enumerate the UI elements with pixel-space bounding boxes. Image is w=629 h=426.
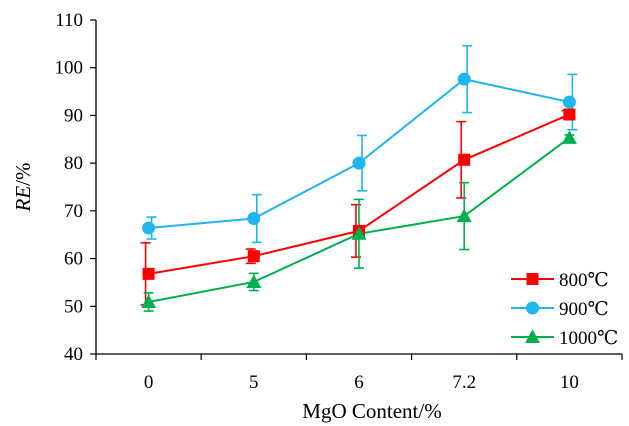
series-0-point (142, 267, 155, 280)
axes: 40 50 60 70 80 90 100 110 0 5 6 7.2 10 (55, 10, 623, 393)
x-axis-label: MgO Content/% (302, 399, 441, 423)
legend-label: 800℃ (559, 270, 609, 291)
y-axis-label-var: RE (11, 186, 35, 213)
series-markers (141, 72, 577, 308)
y-tick-label: 60 (64, 249, 83, 270)
series-1-point (457, 72, 471, 86)
y-tick-label: 80 (64, 153, 83, 174)
x-tick-label: 10 (560, 372, 579, 393)
legend-marker (526, 301, 539, 315)
series-1-point (247, 211, 261, 225)
legend: 800℃ 900℃ 1000℃ (511, 270, 618, 349)
series-0-point (563, 108, 576, 121)
x-tick-label: 6 (354, 372, 364, 393)
legend-label: 1000℃ (559, 328, 618, 349)
series-2-point (456, 208, 472, 223)
y-tick-label: 40 (64, 344, 83, 365)
y-tick-label: 100 (55, 58, 84, 79)
series-2-point (246, 274, 262, 288)
error-bars (140, 44, 578, 312)
series-1-point (562, 95, 576, 109)
y-axis-label-unit: /% (11, 163, 35, 186)
y-tick-label: 50 (64, 296, 83, 317)
x-tick-label: 5 (249, 372, 259, 393)
series-2-point (351, 226, 367, 240)
series-2-point (141, 294, 157, 308)
legend-marker (525, 329, 540, 343)
legend-marker (526, 273, 539, 285)
y-axis-label: RE/% (11, 163, 35, 213)
y-tick-label: 90 (64, 105, 83, 126)
series-0-point (247, 250, 260, 263)
x-tick-label: 7.2 (452, 372, 476, 393)
series-1-point (352, 156, 366, 170)
legend-label: 900℃ (559, 299, 609, 320)
x-tick-label: 0 (144, 372, 154, 393)
series-0-point (458, 153, 471, 166)
series-1-point (142, 221, 156, 235)
y-tick-label: 110 (55, 10, 83, 31)
series-2-point (561, 130, 577, 144)
y-tick-label: 70 (64, 201, 83, 222)
